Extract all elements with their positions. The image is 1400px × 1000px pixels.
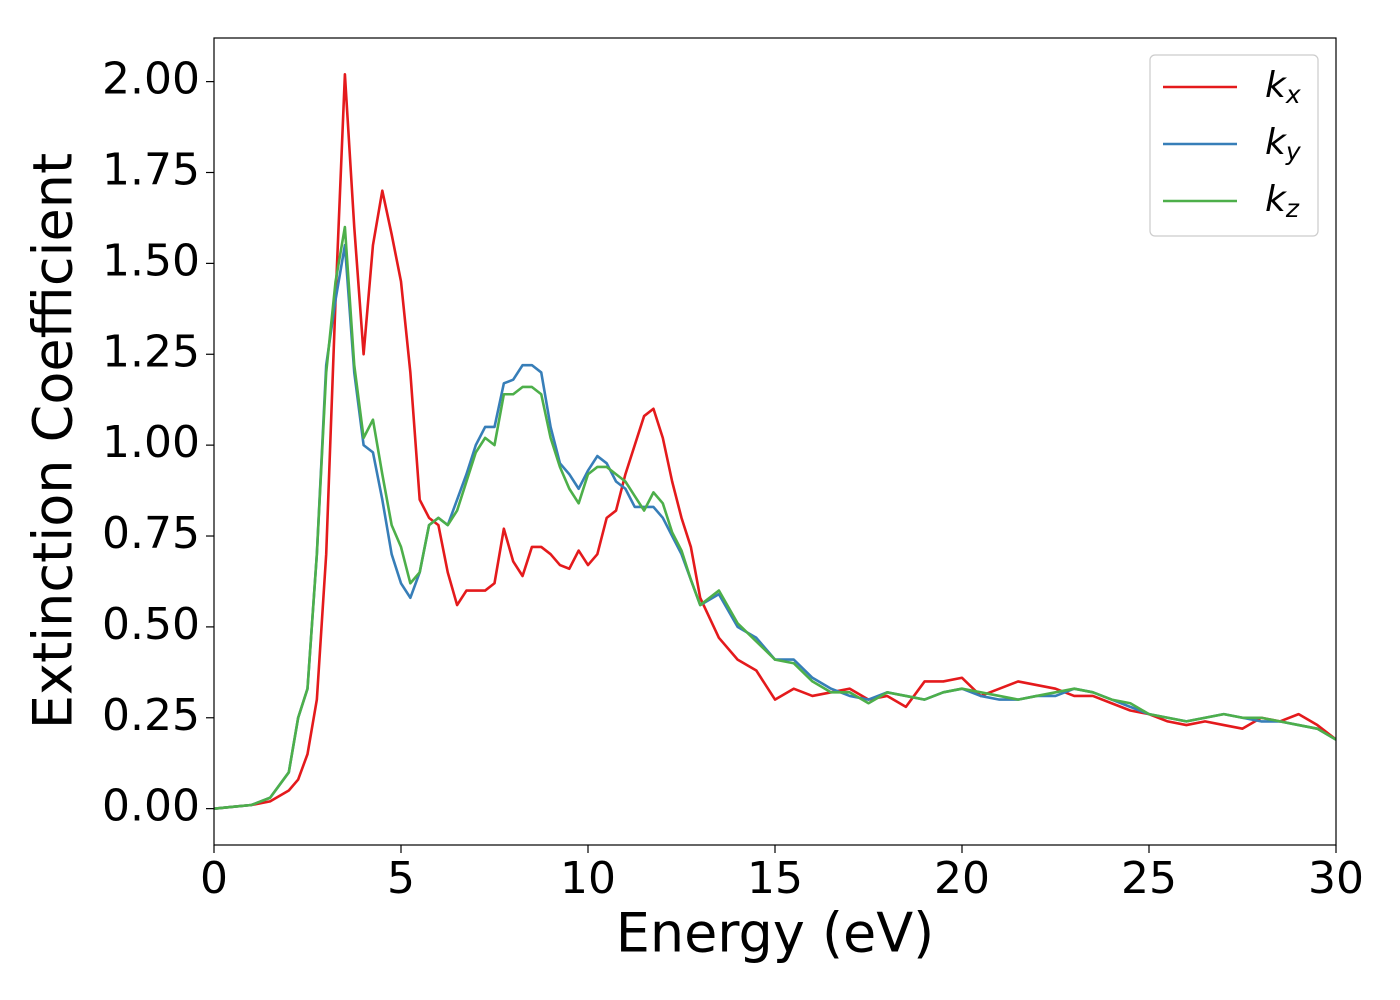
x-tick-label: 30 [1308,853,1364,904]
plot-lines [214,73,1336,810]
x-tick-label: 0 [200,853,228,904]
x-axis-label: Energy (eV) [616,902,935,965]
y-tick-label: 2.00 [102,54,200,105]
y-tick-label: 0.00 [102,781,200,832]
legend-label: kz [1265,179,1300,223]
x-tick-label: 20 [934,853,990,904]
y-tick-label: 1.75 [102,145,200,196]
legend-label: ky [1265,122,1302,166]
series-line [214,225,1336,810]
x-tick-label: 25 [1121,853,1177,904]
x-tick-label: 5 [387,853,415,904]
legend-box [1149,54,1319,237]
y-tick-label: 0.75 [102,508,200,559]
y-tick-label: 1.50 [102,235,200,286]
x-tick-label: 10 [560,853,616,904]
x-tick-label: 15 [747,853,803,904]
plot-frame [213,37,1337,846]
y-tick-label: 0.25 [102,690,200,741]
y-axis-label: Extinction Coefficient [22,153,85,729]
y-tick-label: 0.50 [102,599,200,650]
series-line [214,73,1336,810]
y-tick-label: 1.00 [102,417,200,468]
legend-label: kx [1265,65,1301,109]
y-tick-label: 1.25 [102,326,200,377]
